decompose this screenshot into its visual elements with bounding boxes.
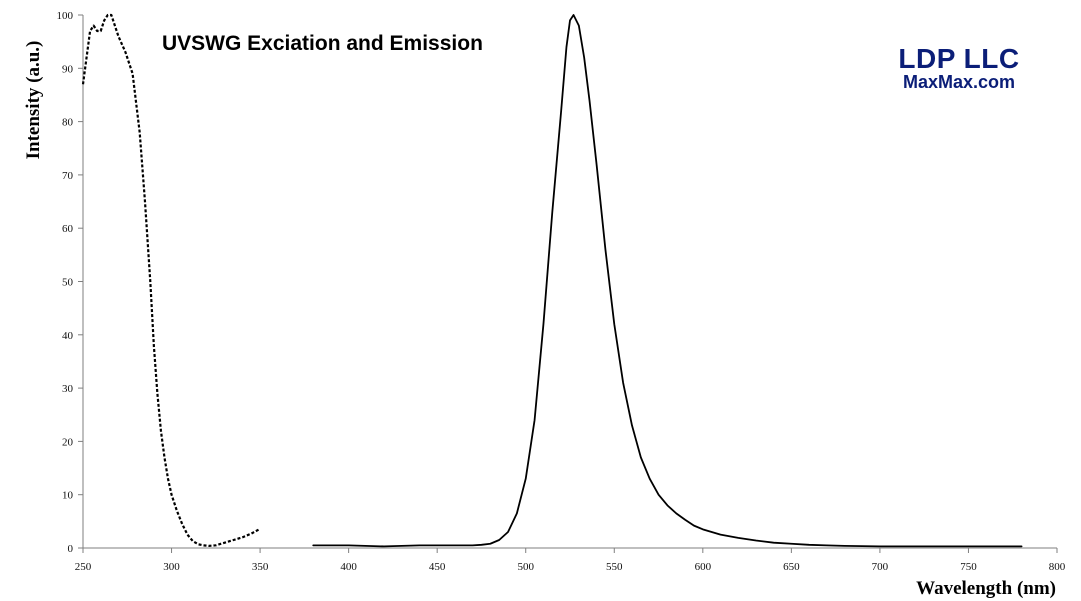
x-tick-label: 800 (1049, 561, 1066, 573)
brand-website: MaxMax.com (903, 72, 1015, 92)
chart-title: UVSWG Exciation and Emission (162, 32, 483, 55)
y-tick-label: 40 (62, 330, 74, 342)
x-tick-label: 650 (783, 561, 800, 573)
x-tick-label: 550 (606, 561, 623, 573)
x-tick-label: 500 (517, 561, 534, 573)
y-tick-label: 50 (62, 277, 74, 289)
y-tick-label: 80 (62, 117, 74, 129)
y-tick-label: 70 (62, 170, 74, 182)
x-tick-label: 300 (163, 561, 180, 573)
x-tick-label: 400 (340, 561, 357, 573)
brand-company-name: LDP LLC (898, 43, 1019, 74)
x-tick-label: 250 (75, 561, 92, 573)
y-tick-label: 10 (62, 490, 74, 502)
series-layer (81, 13, 1023, 548)
series-line-excitation (81, 13, 261, 547)
x-tick-label: 450 (429, 561, 446, 573)
x-tick-label: 350 (252, 561, 269, 573)
x-tick-label: 750 (960, 561, 977, 573)
x-axis-title: Wavelength (nm) (916, 578, 1056, 599)
x-tick-label: 600 (695, 561, 712, 573)
y-tick-label: 20 (62, 436, 74, 448)
y-tick-label: 90 (62, 63, 74, 75)
y-tick-label: 100 (57, 10, 74, 22)
y-tick-label: 0 (68, 543, 74, 555)
y-tick-label: 60 (62, 223, 74, 235)
y-axis-title: Intensity (a.u.) (23, 41, 44, 160)
ticks-layer: 250 300 350 400 450 500 550 600 650 700 750 800 0 10 2… (57, 10, 1066, 573)
series-line-emission (312, 14, 1023, 548)
y-tick-label: 30 (62, 383, 74, 395)
x-tick-label: 700 (872, 561, 889, 573)
